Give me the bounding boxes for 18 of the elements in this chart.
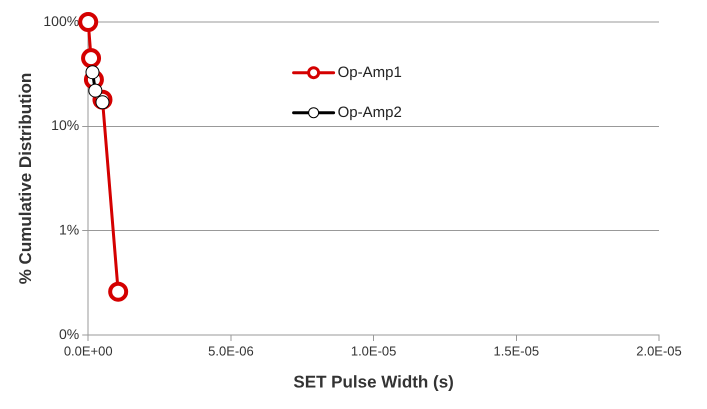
x-tick-label: 0.0E+00 — [64, 343, 113, 358]
point — [88, 84, 102, 98]
y-tick-label: 100% — [43, 12, 80, 29]
point — [108, 282, 128, 302]
point — [81, 48, 102, 68]
point — [78, 12, 98, 32]
legend-label: Op-Amp2 — [338, 104, 402, 121]
point — [85, 65, 100, 80]
y-tick-label: 1% — [58, 222, 80, 238]
legend-label: Op-Amp1 — [338, 64, 402, 81]
x-tick-label: 1.0E-05 — [350, 343, 396, 358]
y-tick-label: 0% — [58, 326, 80, 342]
x-tick-label: 2.0E-05 — [636, 343, 682, 358]
x-tick-label: 5.0E-06 — [208, 343, 254, 358]
y-tick-label: 10% — [51, 117, 80, 134]
x-tick-label: 1.5E-05 — [494, 343, 540, 358]
y-axis-title: % Cumulative Distribution — [16, 72, 35, 284]
x-axis-title: SET Pulse Width (s) — [293, 372, 454, 392]
